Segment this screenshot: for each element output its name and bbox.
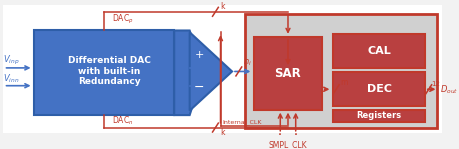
FancyBboxPatch shape xyxy=(3,5,441,133)
Text: $n_i$: $n_i$ xyxy=(242,57,251,68)
Text: DEC: DEC xyxy=(366,84,391,94)
Text: k: k xyxy=(220,2,224,11)
FancyBboxPatch shape xyxy=(254,37,321,110)
FancyBboxPatch shape xyxy=(34,31,174,115)
FancyBboxPatch shape xyxy=(333,72,424,106)
Polygon shape xyxy=(189,32,232,111)
Text: SMPL_CLK: SMPL_CLK xyxy=(268,140,307,149)
FancyBboxPatch shape xyxy=(333,110,424,122)
Text: Differential DAC: Differential DAC xyxy=(67,56,150,65)
FancyBboxPatch shape xyxy=(333,34,424,68)
Text: Redundancy: Redundancy xyxy=(78,77,140,86)
Text: $V_{inp}$: $V_{inp}$ xyxy=(3,54,19,67)
Text: CAL: CAL xyxy=(366,46,390,56)
Text: $D_{out}$: $D_{out}$ xyxy=(439,83,458,96)
Text: 12: 12 xyxy=(431,81,440,87)
Text: m: m xyxy=(339,78,347,87)
Text: DAC$_p$: DAC$_p$ xyxy=(112,13,134,26)
Text: −: − xyxy=(194,81,204,94)
Text: Internal_CLK: Internal_CLK xyxy=(222,119,261,125)
Text: +: + xyxy=(194,50,203,60)
Text: DAC$_n$: DAC$_n$ xyxy=(112,114,133,127)
Text: Registers: Registers xyxy=(356,111,401,121)
FancyBboxPatch shape xyxy=(244,14,437,128)
Text: k: k xyxy=(220,128,224,137)
Text: with built-in: with built-in xyxy=(78,66,140,76)
Text: $V_{inn}$: $V_{inn}$ xyxy=(3,72,19,85)
Polygon shape xyxy=(174,31,203,115)
Text: SAR: SAR xyxy=(274,67,301,80)
